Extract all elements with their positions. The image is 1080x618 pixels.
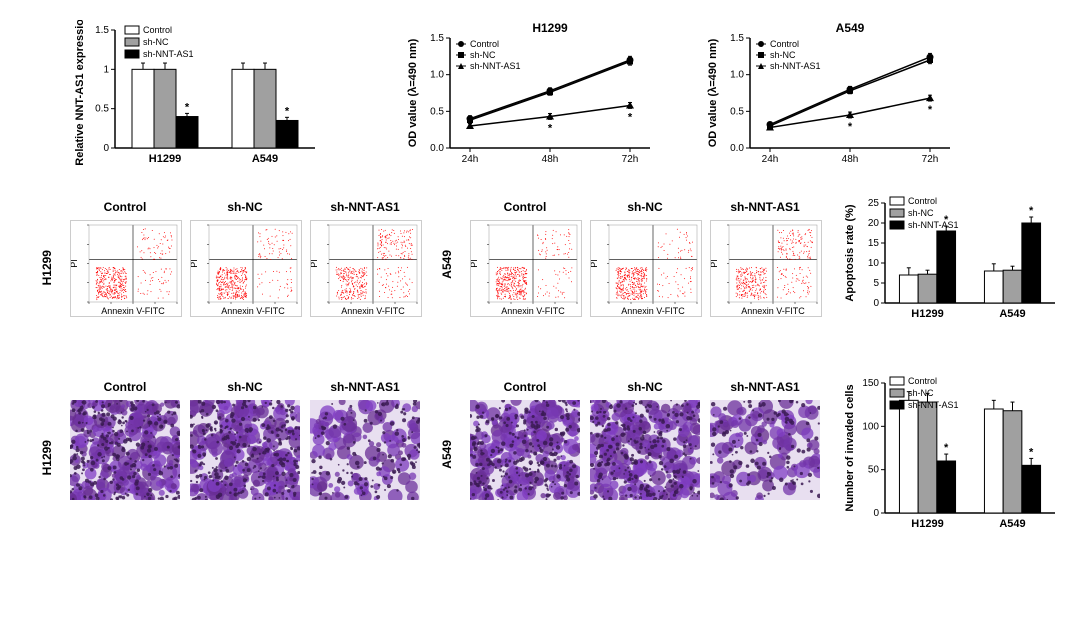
svg-text:OD value (λ=490 nm): OD value (λ=490 nm) [707,38,719,147]
svg-text:A549: A549 [836,21,865,35]
flow-h1299-control: Annexin V-FITC PI [70,220,182,317]
svg-text:25: 25 [868,198,880,209]
svg-text:sh-NC: sh-NC [908,208,934,218]
svg-text:0.5: 0.5 [430,106,444,117]
flow-a549-control: Annexin V-FITC PI [470,220,582,317]
flow-h1299-shnc: Annexin V-FITC PI [190,220,302,317]
svg-text:72h: 72h [922,154,939,165]
svg-text:H1299: H1299 [149,153,181,165]
invasion-a549-control [470,400,580,500]
svg-text:0: 0 [103,143,109,154]
r2-h1299-shnnt: sh-NNT-AS1 [310,200,420,214]
svg-text:1.5: 1.5 [95,25,109,36]
svg-text:sh-NC: sh-NC [470,50,496,60]
svg-text:Annexin V-FITC: Annexin V-FITC [221,306,285,316]
svg-text:sh-NNT-AS1: sh-NNT-AS1 [470,61,521,71]
svg-text:Control: Control [470,39,499,49]
svg-text:Annexin V-FITC: Annexin V-FITC [741,306,805,316]
svg-text:Control: Control [908,196,937,206]
svg-text:OD value (λ=490 nm): OD value (λ=490 nm) [407,38,419,147]
svg-text:A549: A549 [999,308,1025,320]
svg-text:Annexin V-FITC: Annexin V-FITC [341,306,405,316]
r2-a549-shnc: sh-NC [590,200,700,214]
invasion-h1299-shnnt [310,400,420,500]
svg-text:H1299: H1299 [911,308,943,320]
row3-h1299-label: H1299 [40,440,54,475]
flow-a549-shnc: Annexin V-FITC PI [590,220,702,317]
svg-text:A549: A549 [252,153,278,165]
invasion-h1299-control [70,400,180,500]
svg-text:PI: PI [70,259,79,268]
svg-text:48h: 48h [842,154,859,165]
svg-text:72h: 72h [622,154,639,165]
svg-text:sh-NC: sh-NC [143,37,169,47]
svg-text:1: 1 [103,64,109,75]
r3-a549-shnnt: sh-NNT-AS1 [710,380,820,394]
svg-text:1.0: 1.0 [430,70,444,81]
flow-h1299-shnnt: Annexin V-FITC PI [310,220,422,317]
svg-text:0.5: 0.5 [95,104,109,115]
svg-text:1.0: 1.0 [730,70,744,81]
r3-a549-control: Control [470,380,580,394]
row2-h1299-label: H1299 [40,250,54,285]
expression-bar-chart: 0 0.5 1 1.5 Relative NNT-AS1 expression * H129… [60,20,320,170]
svg-text:sh-NC: sh-NC [770,50,796,60]
svg-text:0.5: 0.5 [730,106,744,117]
invasion-h1299-shnc [190,400,300,500]
svg-text:PI: PI [710,259,719,268]
r2-a549-control: Control [470,200,580,214]
svg-text:Apoptosis rate (%): Apoptosis rate (%) [844,204,856,302]
r3-h1299-shnc: sh-NC [190,380,300,394]
svg-text:PI: PI [590,259,599,268]
svg-text:PI: PI [470,259,479,268]
svg-text:*: * [185,101,190,113]
svg-text:24h: 24h [762,154,779,165]
svg-text:0: 0 [873,298,879,309]
svg-text:Control: Control [143,25,172,35]
svg-text:*: * [285,105,290,117]
svg-text:sh-NNT-AS1: sh-NNT-AS1 [143,49,194,59]
svg-text:H1299: H1299 [532,21,568,35]
od-chart-h1299: H1299 0.0 0.5 1.0 1.5 OD value (λ=490 nm) 24h 4… [400,20,660,170]
svg-text:5: 5 [873,278,879,289]
svg-text:PI: PI [310,259,319,268]
svg-text:20: 20 [868,218,880,229]
flow-a549-shnnt: Annexin V-FITC PI [710,220,822,317]
svg-text:15: 15 [868,238,880,249]
apoptosis-bar-chart: 0510152025Apoptosis rate (%)*H1299*A549C… [840,195,1060,325]
svg-text:*: * [628,111,633,123]
r2-h1299-control: Control [70,200,180,214]
svg-text:0.0: 0.0 [730,143,744,154]
invasion-bar-chart: 050100150Number of invaded cells*H1299*A… [840,375,1060,535]
svg-text:Control: Control [770,39,799,49]
r2-h1299-shnc: sh-NC [190,200,300,214]
invasion-a549-shnnt [710,400,820,500]
svg-text:24h: 24h [462,154,479,165]
svg-text:*: * [548,122,553,134]
svg-text:*: * [1029,205,1034,217]
svg-text:sh-NNT-AS1: sh-NNT-AS1 [770,61,821,71]
svg-text:48h: 48h [542,154,559,165]
svg-text:1.5: 1.5 [430,33,444,44]
svg-text:Relative NNT-AS1 expression: Relative NNT-AS1 expression [74,20,86,166]
svg-text:PI: PI [190,259,199,268]
svg-text:10: 10 [868,258,880,269]
invasion-a549-shnc [590,400,700,500]
r2-a549-shnnt: sh-NNT-AS1 [710,200,820,214]
svg-text:*: * [848,121,853,133]
r3-h1299-shnnt: sh-NNT-AS1 [310,380,420,394]
svg-text:Annexin V-FITC: Annexin V-FITC [501,306,565,316]
figure-container: 00.511.5Relative NNT-AS1 expression*H129… [20,20,1060,598]
svg-text:1.5: 1.5 [730,33,744,44]
svg-text:Annexin V-FITC: Annexin V-FITC [621,306,685,316]
row3-a549-label: A549 [440,440,454,469]
svg-text:sh-NNT-AS1: sh-NNT-AS1 [908,220,959,230]
svg-text:Annexin V-FITC: Annexin V-FITC [101,306,165,316]
r3-h1299-control: Control [70,380,180,394]
svg-text:0.0: 0.0 [430,143,444,154]
od-chart-a549: A549 0.0 0.5 1.0 1.5 OD value (λ=490 nm) 24h 48… [700,20,960,170]
r3-a549-shnc: sh-NC [590,380,700,394]
row2-a549-label: A549 [440,250,454,279]
svg-text:*: * [928,104,933,116]
